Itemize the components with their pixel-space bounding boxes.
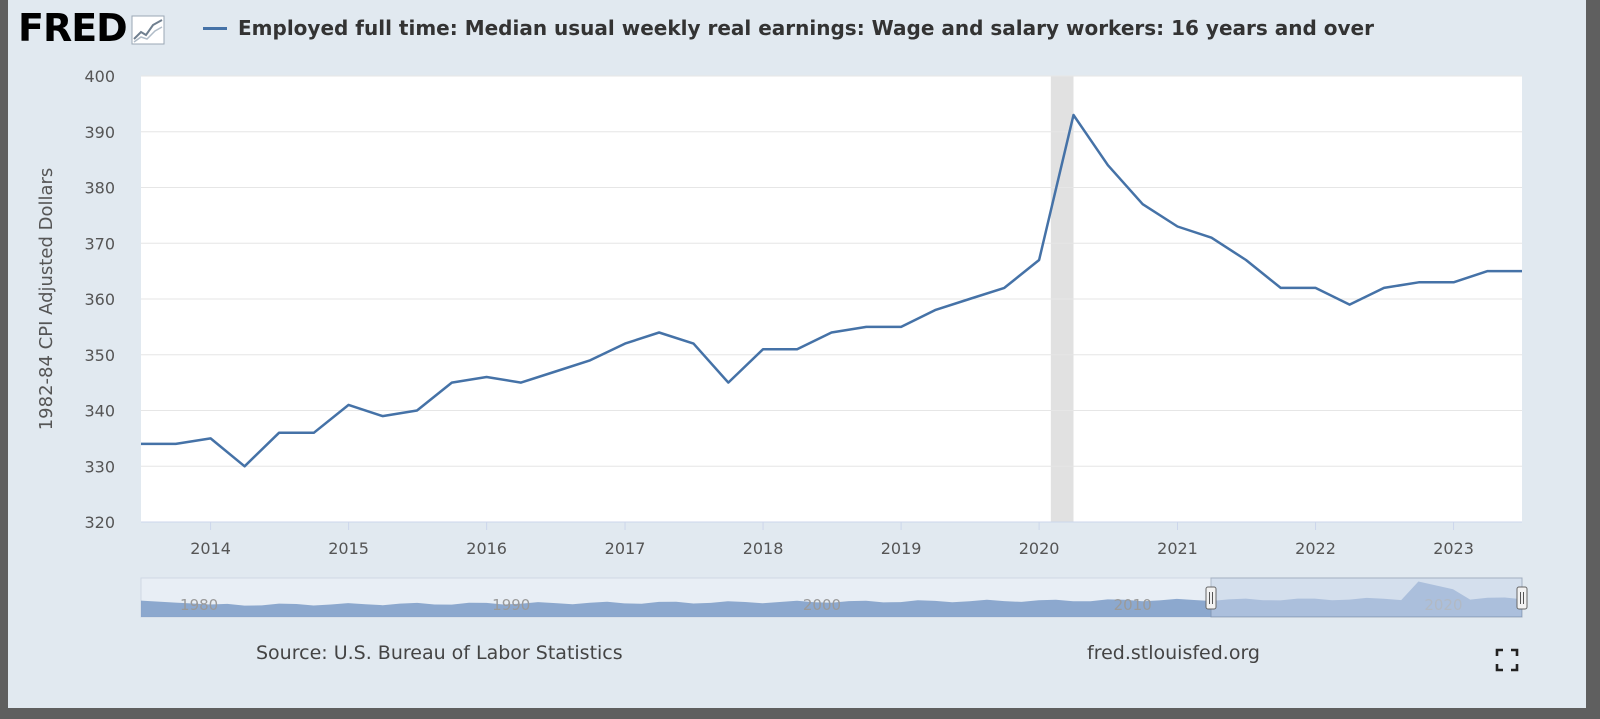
data-point[interactable] [897,323,905,331]
data-point[interactable] [1242,256,1250,264]
data-point[interactable] [1174,223,1182,231]
chart-legend[interactable]: Employed full time: Median usual weekly … [203,14,1374,42]
data-point[interactable] [483,373,491,381]
navigator-year-label: 1990 [492,596,530,614]
x-tick-label: 2019 [881,539,922,558]
data-point[interactable] [1450,278,1458,286]
navigator-handle[interactable] [1205,586,1217,610]
data-point[interactable] [413,407,421,415]
data-point[interactable] [137,440,145,448]
data-point[interactable] [310,429,318,437]
y-tick-label: 350 [84,346,115,365]
data-point[interactable] [379,412,387,420]
data-point[interactable] [1035,256,1043,264]
data-point[interactable] [1415,278,1423,286]
y-tick-label: 330 [84,457,115,476]
x-tick-label: 2016 [466,539,507,558]
x-tick-label: 2021 [1157,539,1198,558]
data-point[interactable] [517,379,525,387]
legend-series-label: Employed full time: Median usual weekly … [238,16,1374,40]
data-point[interactable] [931,306,939,314]
y-tick-label: 320 [84,513,115,532]
data-point[interactable] [1277,284,1285,292]
data-point[interactable] [689,340,697,348]
navigator-area [141,581,1522,617]
data-point[interactable] [1380,284,1388,292]
data-point[interactable] [1312,284,1320,292]
source-note: Source: U.S. Bureau of Labor Statistics [256,642,623,664]
data-point[interactable] [448,379,456,387]
data-point[interactable] [966,295,974,303]
y-tick-label: 340 [84,402,115,421]
navigator-year-label: 1980 [180,596,218,614]
data-point[interactable] [1346,301,1354,309]
y-tick-label: 370 [84,234,115,253]
data-point[interactable] [1208,234,1216,242]
x-tick-label: 2017 [605,539,646,558]
navigator-selection-window[interactable] [1210,577,1523,618]
data-point[interactable] [621,340,629,348]
fullscreen-icon[interactable] [1495,648,1519,672]
x-tick-label: 2014 [190,539,231,558]
data-point[interactable] [345,401,353,409]
fred-logo-text: FRED [18,6,128,50]
line-chart-icon [131,15,165,45]
data-point[interactable] [551,367,559,375]
y-axis-title: 1982-84 CPI Adjusted Dollars [36,168,57,431]
data-point[interactable] [586,356,594,364]
data-point[interactable] [207,434,215,442]
x-tick-label: 2015 [328,539,369,558]
data-point[interactable] [1139,200,1147,208]
y-tick-label: 400 [84,67,115,86]
data-point[interactable] [1104,161,1112,169]
navigator-handle[interactable] [1516,586,1528,610]
series-line[interactable] [141,113,1522,468]
navigator-year-label: 2010 [1114,596,1152,614]
fred-logo[interactable]: FRED [18,6,165,50]
navigator-year-label: 2000 [803,596,841,614]
data-point[interactable] [1518,267,1526,275]
data-point[interactable] [655,328,663,336]
data-point[interactable] [828,328,836,336]
data-point[interactable] [1070,111,1078,119]
data-point[interactable] [275,429,283,437]
x-tick-label: 2020 [1019,539,1060,558]
data-point[interactable] [793,345,801,353]
data-point[interactable] [241,462,249,470]
data-point[interactable] [724,379,732,387]
y-tick-label: 390 [84,123,115,142]
data-point[interactable] [759,345,767,353]
x-tick-label: 2022 [1295,539,1336,558]
data-point[interactable] [862,323,870,331]
data-point[interactable] [1484,267,1492,275]
legend-series-swatch [203,26,227,30]
site-url[interactable]: fred.stlouisfed.org [1087,642,1260,664]
data-point[interactable] [172,440,180,448]
y-tick-label: 380 [84,179,115,198]
x-tick-label: 2018 [743,539,784,558]
y-tick-label: 360 [84,290,115,309]
data-point[interactable] [1000,284,1008,292]
x-tick-label: 2023 [1433,539,1474,558]
